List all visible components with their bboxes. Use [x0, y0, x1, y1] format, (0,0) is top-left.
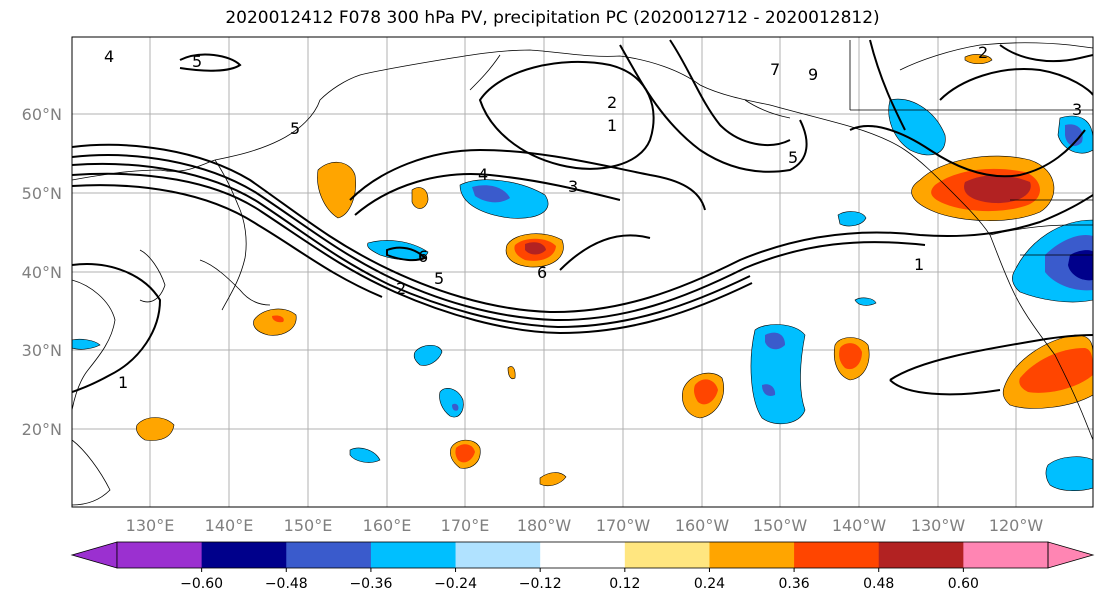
- lat-label: 40°N: [22, 263, 62, 282]
- lon-label: 130°W: [911, 516, 966, 535]
- lat-label: 50°N: [22, 184, 62, 203]
- colorbar-cell: [540, 542, 626, 568]
- colorbar-cell: [794, 542, 880, 568]
- colorbar-tick-label: 0.48: [863, 576, 894, 592]
- lon-label: 170°W: [596, 516, 651, 535]
- contour-label: 7: [770, 60, 780, 79]
- lon-label: 130°E: [126, 516, 175, 535]
- lon-label: 180°W: [517, 516, 572, 535]
- longitude-labels: 130°E 140°E 150°E 160°E 170°E 180°W 170°…: [126, 516, 1044, 535]
- contour-label: 1: [607, 116, 617, 135]
- colorbar-cell: [455, 542, 541, 568]
- contour-label: 5: [290, 119, 300, 138]
- contour-label: 5: [434, 269, 444, 288]
- colorbar-cell: [624, 542, 710, 568]
- lon-label: 140°E: [205, 516, 254, 535]
- contour-label: 6: [418, 247, 428, 266]
- contour-label: 5: [788, 148, 798, 167]
- colorbar-cell: [201, 542, 287, 568]
- contour-label: 1: [118, 373, 128, 392]
- lon-label: 150°E: [284, 516, 333, 535]
- contour-label: 2: [396, 279, 406, 298]
- colorbar: −0.60 −0.48 −0.36 −0.24 −0.12 0.12 0.24 0.36 0.4…: [70, 541, 1095, 592]
- colorbar-right-extension: [1047, 541, 1095, 569]
- map-border: [71, 36, 1094, 508]
- colorbar-tick-label: 0.36: [779, 576, 810, 592]
- contour-label: 2: [607, 93, 617, 112]
- colorbar-tick-label: −0.48: [265, 576, 308, 592]
- colorbar-cell: [117, 542, 203, 568]
- colorbar-cell: [370, 542, 457, 568]
- colorbar-cell: [878, 542, 964, 568]
- lon-label: 160°E: [363, 516, 412, 535]
- precipitation-shading: [72, 54, 1093, 491]
- colorbar-tick-label: −0.12: [519, 576, 562, 592]
- colorbar-tick-label: −0.24: [434, 576, 477, 592]
- colorbar-tick-label: 0.24: [694, 576, 725, 592]
- lon-label: 170°E: [441, 516, 490, 535]
- lat-label: 60°N: [22, 105, 62, 124]
- contour-label: 1: [914, 255, 924, 274]
- contour-label: 9: [808, 65, 818, 84]
- contour-label: 4: [104, 47, 114, 66]
- contour-label-group: 4 5 5 1 2 7 9 5 3 4 6 2 5 6 1 2 3 1: [104, 43, 1082, 392]
- latitude-labels: 60°N 50°N 40°N 30°N 20°N: [22, 105, 62, 439]
- colorbar-cell: [709, 542, 795, 568]
- contour-label: 3: [1072, 100, 1082, 119]
- contour-label: 5: [192, 52, 202, 71]
- contour-label: 4: [478, 165, 488, 184]
- colorbar-tick-label: 0.60: [948, 576, 979, 592]
- lon-label: 160°W: [675, 516, 730, 535]
- map-title: 2020012412 F078 300 hPa PV, precipitatio…: [225, 8, 880, 28]
- colorbar-tick-label: −0.60: [180, 576, 223, 592]
- contour-label: 3: [568, 177, 578, 196]
- lon-label: 120°W: [989, 516, 1044, 535]
- colorbar-cell: [963, 542, 1049, 568]
- contour-label: 2: [978, 43, 988, 62]
- pv-contours: [72, 39, 1093, 396]
- coastlines: [72, 40, 1093, 506]
- lon-label: 150°W: [753, 516, 808, 535]
- lon-label: 140°W: [832, 516, 887, 535]
- colorbar-tick-label: −0.36: [349, 576, 392, 592]
- lat-label: 30°N: [22, 341, 62, 360]
- colorbar-cell: [286, 542, 372, 568]
- lat-label: 20°N: [22, 420, 62, 439]
- contour-label: 6: [537, 263, 547, 282]
- colorbar-tick-label: 0.12: [609, 576, 640, 592]
- colorbar-left-extension: [70, 541, 118, 569]
